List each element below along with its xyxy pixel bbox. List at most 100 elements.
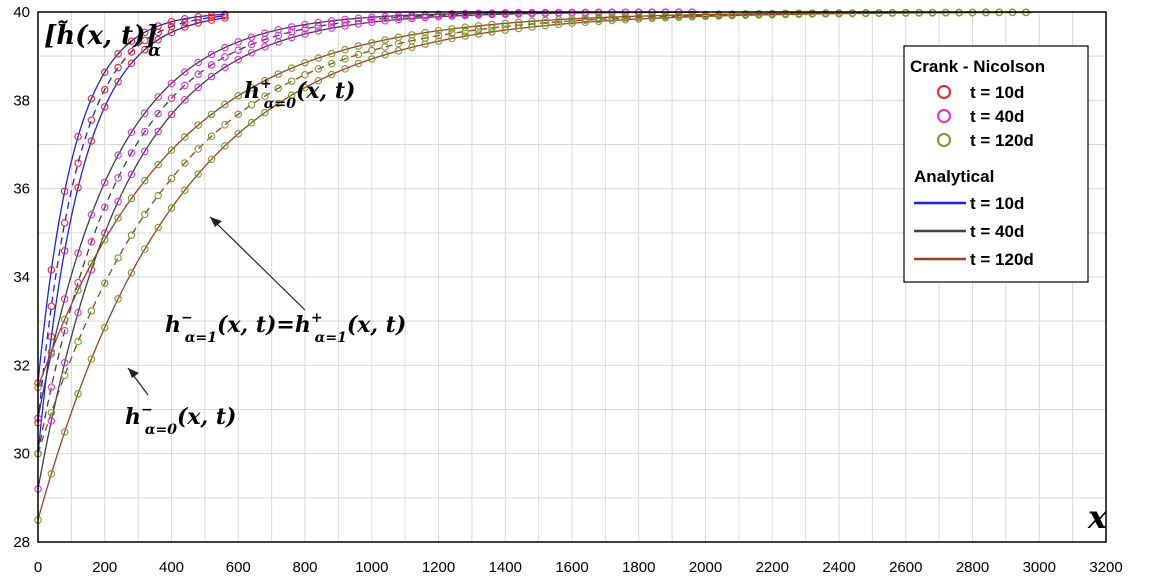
y-tick-label: 38 <box>13 92 30 109</box>
data-point <box>141 28 149 36</box>
data-point <box>221 53 229 61</box>
data-point <box>87 355 96 363</box>
data-point <box>434 31 443 40</box>
data-point <box>314 76 323 85</box>
data-point <box>60 246 69 255</box>
data-point <box>448 10 456 18</box>
data-point <box>154 109 162 118</box>
data-point <box>327 49 336 58</box>
data-point <box>247 40 256 49</box>
data-point <box>87 307 96 315</box>
data-point <box>127 231 136 239</box>
data-point <box>301 25 309 33</box>
data-point <box>554 15 563 24</box>
data-point <box>327 17 336 25</box>
data-point <box>207 13 216 22</box>
data-point <box>301 20 309 29</box>
legend-box <box>903 45 1089 283</box>
data-point <box>448 25 456 33</box>
x-tick-label: 2400 <box>822 559 855 576</box>
legend-label: t = 120d <box>970 131 1034 150</box>
data-point <box>74 286 82 294</box>
data-point <box>287 23 296 31</box>
data-point <box>221 63 229 72</box>
legend-marker <box>937 133 951 147</box>
data-point <box>301 30 309 38</box>
data-point <box>287 64 296 72</box>
data-point <box>448 34 456 43</box>
data-point <box>47 417 56 425</box>
data-point <box>715 10 723 19</box>
data-point <box>461 32 469 40</box>
legend-an-title: Analytical <box>914 167 994 186</box>
data-point <box>568 15 576 23</box>
data-point <box>861 9 870 17</box>
data-point <box>274 70 283 78</box>
data-point <box>181 159 189 167</box>
data-point <box>127 170 136 179</box>
series-line <box>37 15 225 423</box>
data-point <box>114 174 122 182</box>
data-point <box>247 33 256 41</box>
y-axis-label: [h̃(x, t)] α <box>44 20 161 61</box>
series-8 <box>34 8 1033 392</box>
data-point <box>808 9 817 17</box>
data-point <box>768 9 776 18</box>
data-point <box>127 149 136 157</box>
annotation-lower-text: h− α=0(x, t) <box>125 402 236 438</box>
data-point <box>394 47 403 55</box>
x-tick-label: 1600 <box>555 559 588 576</box>
data-point <box>87 116 96 125</box>
data-point <box>421 28 429 37</box>
data-point <box>181 96 189 104</box>
data-point <box>74 389 82 398</box>
data-point <box>74 132 82 141</box>
data-point <box>634 12 643 20</box>
data-point <box>47 408 56 417</box>
data-point <box>60 371 69 380</box>
data-point <box>101 103 109 111</box>
data-point <box>327 59 336 68</box>
data-point <box>167 174 176 183</box>
x-tick-label: 400 <box>159 559 184 576</box>
data-point <box>835 9 843 17</box>
data-point <box>354 42 363 50</box>
data-point <box>74 337 82 346</box>
data-point <box>848 9 857 17</box>
data-point <box>381 43 389 51</box>
data-point <box>781 9 790 18</box>
data-point <box>47 302 56 311</box>
data-point <box>154 160 162 169</box>
data-point <box>421 34 429 42</box>
series-line <box>37 11 699 419</box>
x-tick-label: 600 <box>226 559 251 576</box>
y-axis-label-text: [h̃(x, t)] <box>44 20 158 51</box>
data-point <box>354 50 363 59</box>
data-point <box>274 31 283 40</box>
data-point <box>101 203 109 211</box>
annotation-middle: h− α=1(x, t)=h+ α=1(x, t) <box>165 216 406 346</box>
x-tick-labels: 0 200 400 600 800 1000 1200 1400 1600 1800 2000 220… <box>34 559 1123 576</box>
data-point <box>301 59 309 67</box>
data-point <box>114 295 122 303</box>
data-point <box>194 145 202 153</box>
data-point <box>221 142 229 150</box>
data-point <box>474 9 483 18</box>
data-point <box>207 61 216 69</box>
y-tick-label: 36 <box>13 181 30 198</box>
data-point <box>741 10 750 18</box>
data-point <box>114 214 122 222</box>
data-point <box>47 347 56 356</box>
x-tick-label: 1000 <box>355 559 388 576</box>
x-tick-label: 3000 <box>1023 559 1056 576</box>
data-point <box>47 383 56 391</box>
annotation-middle-arrow <box>209 216 306 311</box>
data-point <box>408 31 416 39</box>
data-point <box>461 27 469 36</box>
data-point <box>354 59 363 68</box>
data-point <box>141 245 149 253</box>
data-point <box>287 28 296 36</box>
x-tick-label: 1800 <box>622 559 655 576</box>
x-tick-label: 2200 <box>756 559 789 576</box>
data-point <box>114 254 122 262</box>
